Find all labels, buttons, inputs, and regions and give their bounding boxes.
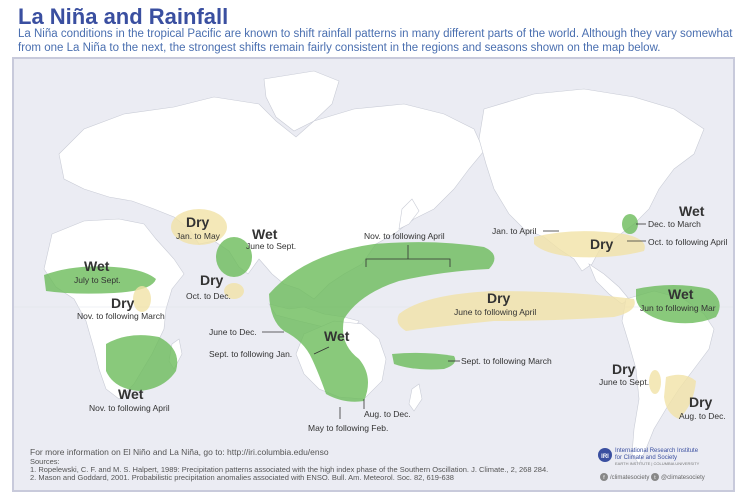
facebook-handle: /climatesociety (610, 475, 649, 481)
facebook-icon (600, 473, 608, 481)
label-us-ohio-season: Dec. to March (648, 219, 701, 229)
label-africa-south-season: Nov. to following April (89, 403, 170, 413)
label-australia-se-season: Aug. to Dec. (364, 409, 411, 419)
twitter-handle: @climatesociety (661, 475, 705, 481)
label-india-season: June to Sept. (246, 241, 296, 251)
svg-text:f: f (603, 475, 605, 481)
map-frame: Wet July to Sept. Dry Nov. to following … (12, 57, 735, 492)
label-africa-east-season: Nov. to following March (77, 311, 165, 321)
region-labels: Wet July to Sept. Dry Nov. to following … (74, 203, 727, 433)
landmass-new-zealand (408, 383, 423, 412)
label-se-asia-season: June to Dec. (209, 327, 257, 337)
label-australia-north-season: Sept. to following Jan. (209, 349, 292, 359)
twitter-icon (651, 473, 659, 481)
landmass-japan (398, 198, 420, 230)
iri-logo: IRI International Research Institute for… (598, 448, 700, 466)
footer-source-1: 1. Ropelewski, C. F. and M. S. Halpert, … (30, 465, 548, 474)
social-links: f /climatesociety t @climatesociety (600, 473, 705, 481)
label-middle-east-type: Dry (186, 214, 210, 230)
label-us-south-season: Oct. to following April (648, 237, 727, 247)
region-shape-us-ohio (622, 214, 638, 234)
iri-line1: International Research Institute (615, 448, 699, 454)
label-maritime-type: Wet (324, 328, 350, 344)
intro-text: La Niña conditions in the tropical Pacif… (18, 28, 733, 54)
label-new-zealand-season: Sept. to following March (461, 356, 552, 366)
iri-line2: for Climate and Society (615, 455, 677, 461)
label-central-pacific-type: Dry (487, 290, 511, 306)
iri-badge: IRI (601, 454, 609, 460)
iri-line3: EARTH INSTITUTE | COLUMBIA UNIVERSITY (615, 461, 700, 466)
region-shape-central-pacific (397, 291, 635, 331)
label-sa-chile-season: June to Sept. (599, 377, 649, 387)
region-shape-south-america-se (664, 374, 696, 419)
region-shape-south-america-north (636, 285, 720, 324)
label-africa-south-type: Wet (118, 386, 144, 402)
page-title: La Niña and Rainfall (18, 4, 229, 29)
anomaly-regions (44, 209, 720, 419)
label-sri-lanka-type: Dry (200, 272, 224, 288)
region-shape-south-america-chile (649, 370, 661, 394)
label-india-type: Wet (252, 226, 278, 242)
label-sa-se-type: Dry (689, 394, 713, 410)
label-sa-chile-type: Dry (612, 361, 636, 377)
region-shape-middle-east (171, 209, 227, 245)
region-shape-new-zealand (392, 352, 456, 370)
label-sa-north-season: Jun to following Mar (640, 303, 716, 313)
region-shape-maritime-continent (269, 242, 495, 402)
leader-lines (262, 223, 646, 419)
region-shape-sri-lanka (224, 283, 244, 299)
label-central-pacific-season: June to following April (454, 307, 536, 317)
footer-sources-label: Sources: (30, 457, 60, 466)
svg-text:t: t (654, 475, 656, 481)
label-maritime-season: Nov. to following April (364, 231, 445, 241)
label-us-ohio-type: Wet (679, 203, 705, 219)
footer-source-2: 2. Mason and Goddard, 2001. Probabilisti… (30, 473, 454, 482)
region-shape-africa-sahel (44, 266, 156, 294)
label-us-southwest-season: Jan. to April (492, 226, 537, 236)
maritime-bracket (365, 245, 451, 267)
region-shape-africa-east (133, 286, 151, 312)
world-map: Wet July to Sept. Dry Nov. to following … (14, 70, 733, 482)
label-africa-east-type: Dry (111, 295, 135, 311)
label-us-south-type: Dry (590, 236, 614, 252)
label-sri-lanka-season: Oct. to Dec. (186, 291, 231, 301)
region-shape-india (216, 237, 252, 277)
label-australia-center-season: May to following Feb. (308, 423, 388, 433)
region-shape-africa-south (106, 335, 178, 391)
footer: For more information on El Niño and La N… (30, 447, 548, 482)
footer-link: For more information on El Niño and La N… (30, 447, 329, 457)
label-middle-east-season: Jan. to May (176, 231, 221, 241)
label-sa-north-type: Wet (668, 286, 694, 302)
label-sa-se-season: Aug. to Dec. (679, 411, 726, 421)
label-africa-sahel-type: Wet (84, 258, 110, 274)
region-shape-us-south (534, 231, 645, 258)
label-africa-sahel-season: July to Sept. (74, 275, 121, 285)
